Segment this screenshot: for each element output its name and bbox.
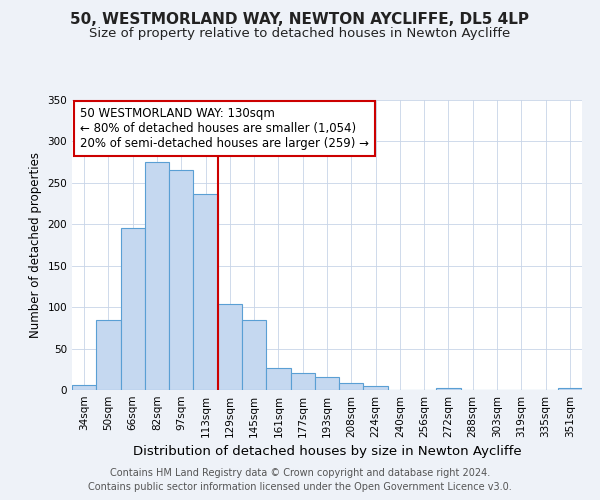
Bar	[266, 368, 290, 390]
Bar	[169, 170, 193, 390]
Bar	[145, 162, 169, 390]
Bar	[315, 376, 339, 390]
Text: 50, WESTMORLAND WAY, NEWTON AYCLIFFE, DL5 4LP: 50, WESTMORLAND WAY, NEWTON AYCLIFFE, DL…	[71, 12, 530, 28]
Bar	[193, 194, 218, 390]
Bar	[339, 384, 364, 390]
X-axis label: Distribution of detached houses by size in Newton Aycliffe: Distribution of detached houses by size …	[133, 446, 521, 458]
Bar	[436, 388, 461, 390]
Text: 50 WESTMORLAND WAY: 130sqm
← 80% of detached houses are smaller (1,054)
20% of s: 50 WESTMORLAND WAY: 130sqm ← 80% of deta…	[80, 108, 368, 150]
Bar	[218, 304, 242, 390]
Bar	[364, 386, 388, 390]
Text: Size of property relative to detached houses in Newton Aycliffe: Size of property relative to detached ho…	[89, 28, 511, 40]
Y-axis label: Number of detached properties: Number of detached properties	[29, 152, 42, 338]
Bar	[121, 228, 145, 390]
Bar	[72, 385, 96, 390]
Bar	[290, 374, 315, 390]
Bar	[242, 320, 266, 390]
Text: Contains HM Land Registry data © Crown copyright and database right 2024.
Contai: Contains HM Land Registry data © Crown c…	[88, 468, 512, 492]
Bar	[96, 320, 121, 390]
Bar	[558, 388, 582, 390]
